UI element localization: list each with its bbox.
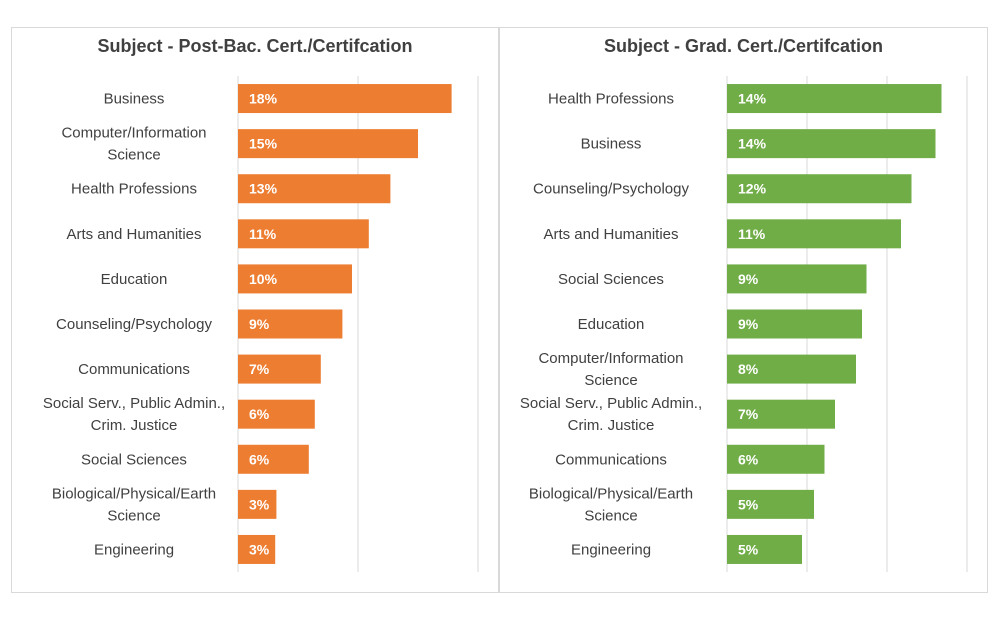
category-label: Engineering <box>571 541 651 558</box>
category-label: Arts and Humanities <box>66 226 201 243</box>
bar <box>727 129 936 159</box>
bar <box>238 534 276 564</box>
category-label: Computer/Information <box>61 125 206 142</box>
category-label: Science <box>107 507 160 524</box>
bar <box>238 219 369 249</box>
category-label: Education <box>578 316 645 333</box>
category-label: Health Professions <box>548 91 674 108</box>
category-label: Science <box>584 372 637 389</box>
category-label: Social Sciences <box>81 451 187 468</box>
bar <box>238 309 343 339</box>
bar <box>238 84 452 114</box>
category-label: Science <box>107 147 160 164</box>
category-label: Health Professions <box>71 181 197 198</box>
bar <box>727 219 901 249</box>
category-label: Communications <box>555 451 667 468</box>
chart-title: Subject - Post-Bac. Cert./Certifcation <box>97 36 413 56</box>
data-label: 9% <box>738 316 759 332</box>
data-label: 9% <box>738 271 759 287</box>
data-label: 5% <box>738 541 759 557</box>
bar <box>727 354 856 384</box>
bar <box>727 489 814 519</box>
bar-chart-grad-cert: 14% Health Professions 14% Business 12% Couns… <box>520 76 968 572</box>
category-label: Computer/Information <box>538 350 683 367</box>
category-label: Counseling/Psychology <box>56 316 212 333</box>
data-label: 7% <box>738 406 759 422</box>
category-label: Social Serv., Public Admin., <box>43 395 225 412</box>
data-label: 7% <box>249 361 270 377</box>
category-label: Engineering <box>94 541 174 558</box>
data-label: 15% <box>249 136 278 152</box>
bar <box>727 174 912 204</box>
category-label: Social Serv., Public Admin., <box>520 395 702 412</box>
category-label: Education <box>101 271 168 288</box>
bar <box>727 84 942 114</box>
data-label: 12% <box>738 181 767 197</box>
bar <box>238 264 352 294</box>
data-label: 3% <box>249 541 270 557</box>
data-label: 11% <box>738 226 766 242</box>
bar <box>727 309 862 339</box>
data-label: 8% <box>738 361 759 377</box>
bar <box>238 399 315 429</box>
category-label: Arts and Humanities <box>543 226 678 243</box>
category-label: Biological/Physical/Earth <box>529 485 693 502</box>
category-label: Biological/Physical/Earth <box>52 485 216 502</box>
data-label: 14% <box>738 91 767 107</box>
category-label: Social Sciences <box>558 271 664 288</box>
bar <box>238 444 309 474</box>
category-label: Counseling/Psychology <box>533 181 689 198</box>
data-label: 11% <box>249 226 277 242</box>
bar-chart-post-bac: 18% Business 15% Computer/Information Scienc… <box>43 76 479 572</box>
bar <box>238 129 418 159</box>
data-label: 18% <box>249 91 278 107</box>
data-label: 6% <box>249 406 270 422</box>
category-label: Communications <box>78 361 190 378</box>
bar <box>727 444 825 474</box>
data-label: 13% <box>249 181 278 197</box>
bar <box>238 489 277 519</box>
data-label: 6% <box>738 451 759 467</box>
bar <box>727 534 802 564</box>
data-label: 5% <box>738 496 759 512</box>
category-label: Crim. Justice <box>568 417 655 434</box>
chart-title: Subject - Grad. Cert./Certifcation <box>603 36 884 56</box>
bar <box>238 174 391 204</box>
category-label: Science <box>584 507 637 524</box>
chart-panel-grad-cert: Subject - Grad. Cert./Certifcation 14% He… <box>499 27 988 593</box>
data-label: 3% <box>249 496 270 512</box>
bar <box>727 399 835 429</box>
chart-panel-post-bac: Subject - Post-Bac. Cert./Certifcation 1… <box>11 27 499 593</box>
category-label: Business <box>581 136 642 153</box>
bar <box>727 264 867 294</box>
category-label: Crim. Justice <box>91 417 178 434</box>
data-label: 6% <box>249 451 270 467</box>
data-label: 9% <box>249 316 270 332</box>
data-label: 10% <box>249 271 278 287</box>
data-label: 14% <box>738 136 767 152</box>
category-label: Business <box>104 91 165 108</box>
bar <box>238 354 321 384</box>
